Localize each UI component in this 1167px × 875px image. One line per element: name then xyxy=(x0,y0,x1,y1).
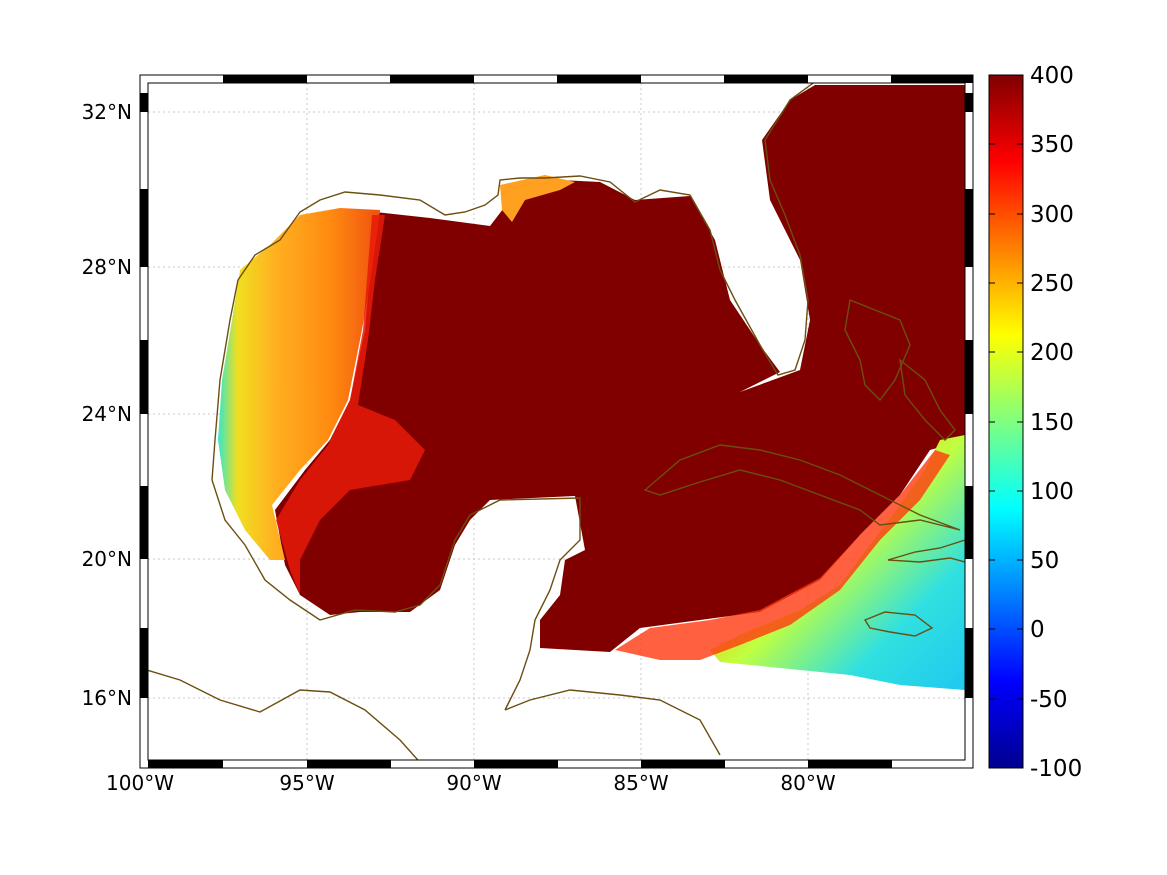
x-tick-label: 100°W xyxy=(106,771,174,795)
y-tick-label: 32°N xyxy=(82,100,132,124)
data-field-main xyxy=(275,85,965,652)
colorbar-tick-label: 250 xyxy=(1030,271,1074,297)
map-border xyxy=(140,75,973,768)
colorbar-tick-label: 400 xyxy=(1030,63,1074,89)
colorbar-tick-label: 0 xyxy=(1030,617,1045,643)
x-tick-label: 80°W xyxy=(780,771,835,795)
coastlines xyxy=(148,83,965,760)
colorbar-ticks xyxy=(989,143,1023,700)
colorbar-tick-label: -100 xyxy=(1030,756,1082,782)
data-field-west xyxy=(218,208,380,560)
coastline-bahamas xyxy=(844,299,911,402)
colorbar-tick-label: 100 xyxy=(1030,479,1074,505)
colorbar-tick-label: -50 xyxy=(1030,687,1068,713)
colorbar: 400 350 300 250 200 150 100 50 0 -50 -10… xyxy=(988,63,1082,782)
colorbar-tick-label: 350 xyxy=(1030,132,1074,158)
x-tick-label: 85°W xyxy=(613,771,668,795)
coastline-hispaniola xyxy=(887,539,965,563)
colorbar-tick-label: 150 xyxy=(1030,410,1074,436)
x-tick-label: 95°W xyxy=(279,771,334,795)
y-tick-label: 20°N xyxy=(82,547,132,571)
y-tick-label: 24°N xyxy=(82,402,132,426)
x-tick-label: 90°W xyxy=(446,771,501,795)
coastline-pacific-mexico xyxy=(148,669,419,760)
coastline-mexico xyxy=(211,479,581,711)
data-field-caribbean-edge xyxy=(615,450,950,660)
x-axis-labels: 100°W 95°W 90°W 85°W 80°W xyxy=(106,771,836,795)
coastline-bahamas-2 xyxy=(899,358,956,441)
coastline-central-america xyxy=(504,689,721,756)
colorbar-tick-label: 300 xyxy=(1030,202,1074,228)
colorbar-tick-label: 50 xyxy=(1030,548,1059,574)
coastline-jamaica xyxy=(863,611,934,637)
data-field-plume xyxy=(500,175,575,222)
y-axis-labels: 32°N 28°N 24°N 20°N 16°N xyxy=(82,100,132,710)
y-tick-label: 28°N xyxy=(82,255,132,279)
colorbar-tick-label: 200 xyxy=(1030,340,1074,366)
coastline-us-gulf xyxy=(211,83,815,481)
y-tick-label: 16°N xyxy=(82,686,132,710)
map-area xyxy=(139,74,974,769)
data-field-west-front xyxy=(276,215,425,595)
coastline-cuba xyxy=(643,444,961,531)
